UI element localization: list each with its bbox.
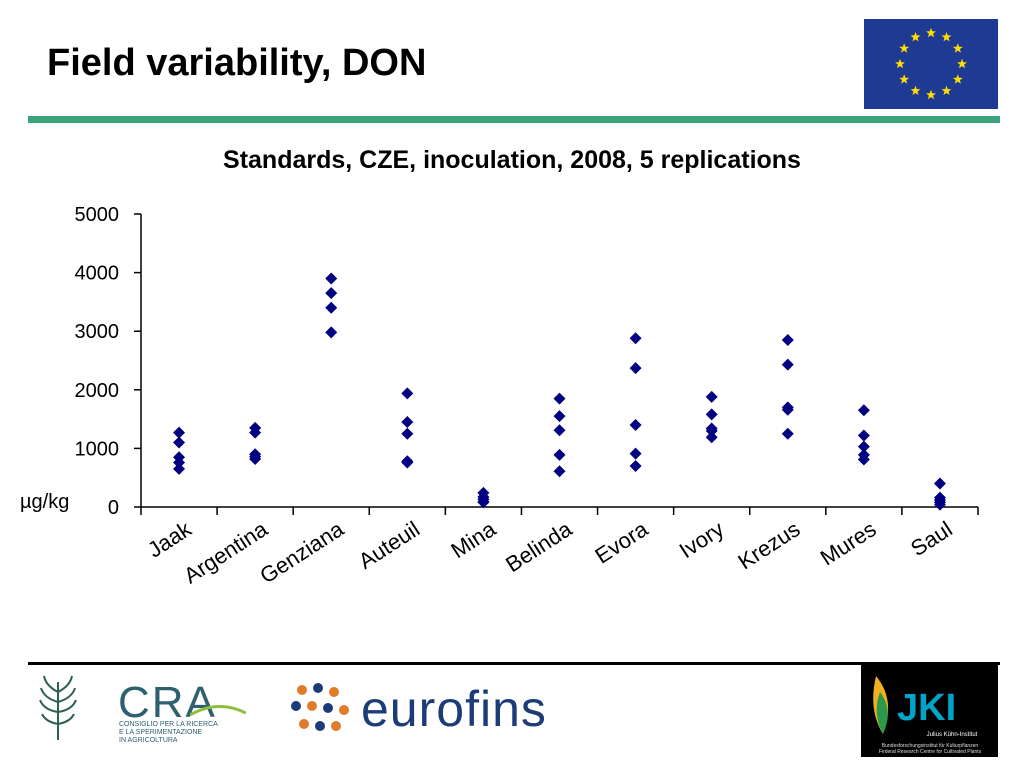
data-point [325,287,338,300]
data-point [553,410,566,423]
data-point [553,424,566,437]
y-tick-label: 4000 [75,263,120,285]
data-point [553,465,566,478]
jki-subtitle-line: Federal Research Centre for Cultivated P… [878,749,982,755]
eu-flag-logo [864,19,998,109]
y-tick-label: 3000 [75,321,120,343]
data-point [781,358,794,371]
x-tick-label: Jaak [143,516,196,563]
data-point [857,404,870,417]
jki-subtitle-line: Bundesforschungsinstitut für Kulturpflan… [881,743,979,749]
footer-divider [28,662,1000,665]
eu-star-icon [952,74,963,84]
scatter-chart: 0 1000 2000 3000 4000 5000 µg/kg JaakArgentinaG… [20,204,979,589]
eu-star-icon [910,85,921,96]
eu-star-icon [926,27,936,38]
eu-star-icon [899,43,910,53]
data-point [401,387,414,400]
x-tick-label: Mures [816,516,881,570]
eu-star-icon [952,43,963,53]
data-point [325,326,338,339]
data-point [781,333,794,346]
eu-star-icon [941,31,952,42]
jki-logo-letters: JKI [897,687,957,729]
x-tick-label: Krezus [733,516,804,574]
eu-star-icon [957,58,967,69]
x-tick-label: Auteuil [354,516,424,574]
cra-subtitle: CONSIGLIO PER LA RICERCA E LA SPERIMENTA… [119,721,249,745]
data-point [401,416,414,429]
x-tick-label: Belinda [501,516,577,577]
data-point [629,362,642,375]
x-tick-label: Evora [590,516,652,569]
data-point [477,496,490,509]
cra-subtitle-line: E LA SPERIMENTAZIONE [119,729,203,736]
data-point [705,390,718,403]
y-tick-label: 5000 [75,204,120,226]
eu-star-icon [899,74,910,84]
y-tick-label: 1000 [75,438,120,460]
data-point [705,431,718,444]
jki-name: Julius Kühn-Institut [926,732,978,738]
slide-title: Field variability, DON [47,42,427,84]
eu-star-icon [926,89,936,100]
chart-title: Standards, CZE, inoculation, 2008, 5 rep… [223,146,801,174]
x-tick-label: Ivory [675,516,729,563]
x-tick-label: Saul [906,516,957,561]
data-point [249,452,262,465]
data-point [857,440,870,453]
data-point [857,429,870,442]
x-tick-label: Genziana [255,516,348,589]
data-point [553,448,566,461]
data-point [705,408,718,421]
wheat-icon [39,675,77,740]
data-point [933,477,946,490]
cra-subtitle-line: CONSIGLIO PER LA RICERCA [119,721,218,728]
cra-swoosh-icon [190,705,246,717]
eurofins-logo-text: eurofins [361,681,547,737]
data-point [629,459,642,472]
data-point [933,498,946,511]
data-point [173,426,186,439]
data-point [629,447,642,460]
data-point [781,403,794,416]
eu-star-icon [941,85,952,96]
data-point [173,462,186,475]
eurofins-dots-icon [291,683,349,731]
data-point [781,427,794,440]
cra-logo-text: CRA [118,678,217,727]
data-point [173,456,186,469]
jki-subtitle: Bundesforschungsinstitut für Kulturpflan… [864,743,996,755]
data-point [705,424,718,437]
data-point [325,301,338,314]
jki-leaf-icon [873,676,889,734]
eu-star-icon [895,58,905,69]
x-tick-label: Mina [447,516,501,563]
data-point [629,418,642,431]
y-tick-label: 2000 [75,380,120,402]
data-point [401,427,414,440]
data-point [249,426,262,439]
y-tick-label: 0 [108,497,119,519]
data-point [857,453,870,466]
data-point [629,332,642,345]
data-point [325,272,338,285]
y-axis-label: µg/kg [20,491,69,513]
data-point [401,456,414,469]
cra-subtitle-line: IN AGRICOLTURA [119,737,178,744]
data-point [553,392,566,405]
eu-stars [895,27,967,100]
title-divider [28,116,1000,123]
x-tick-label: Argentina [179,516,272,589]
data-point [173,436,186,449]
eu-star-icon [910,31,921,42]
